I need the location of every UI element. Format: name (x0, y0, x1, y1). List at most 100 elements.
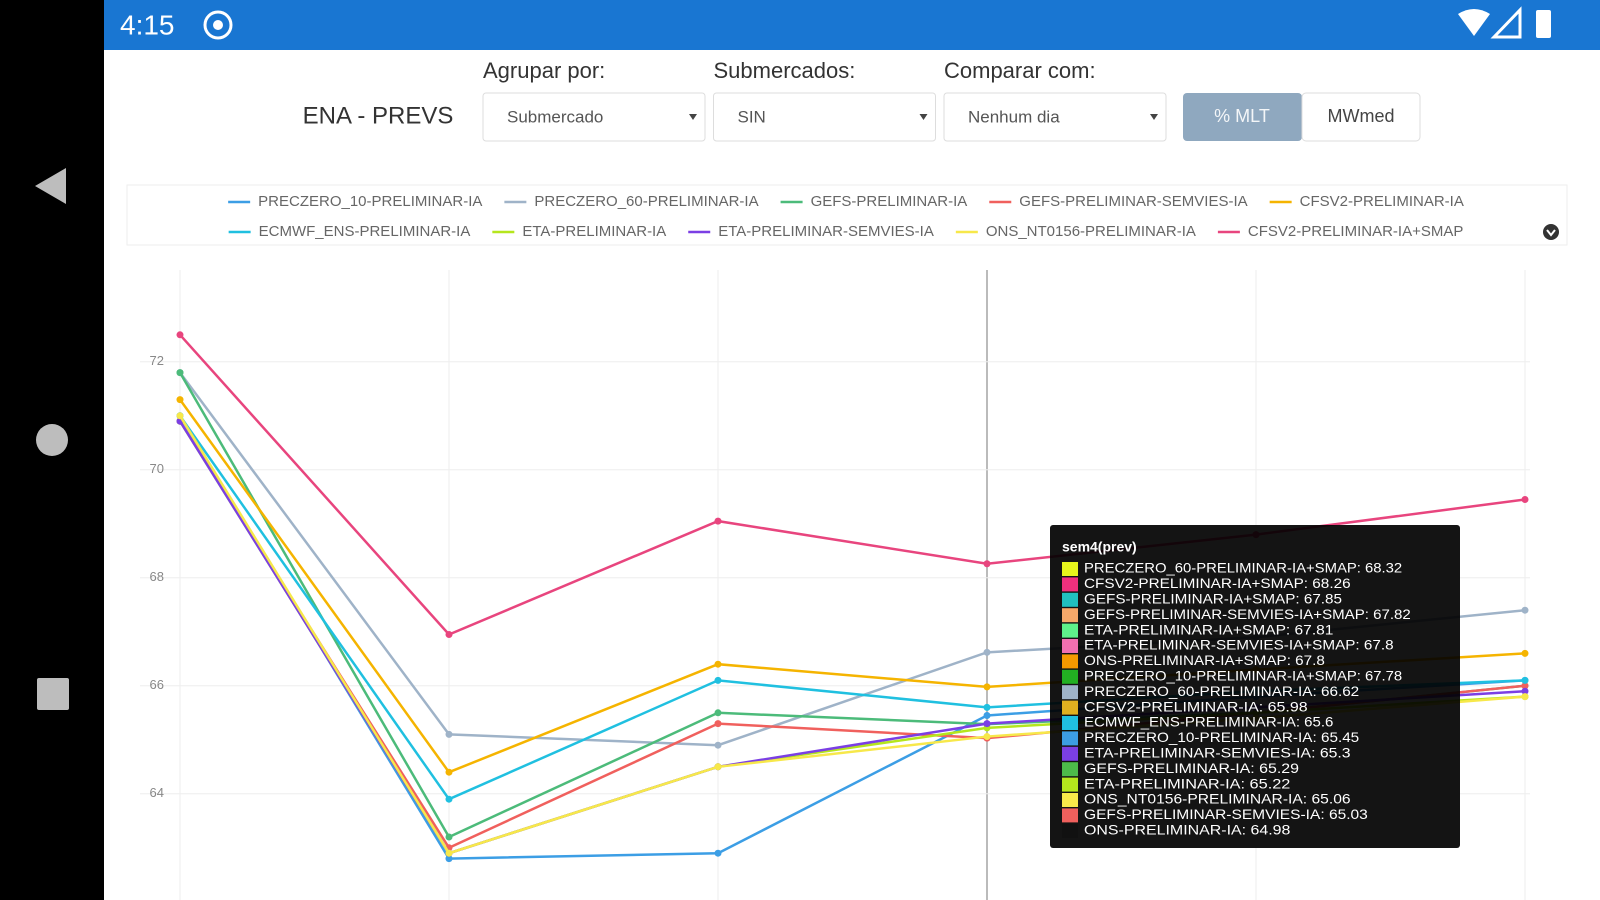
data-point (983, 733, 991, 741)
tooltip-swatch (1062, 623, 1078, 638)
data-point (1521, 682, 1529, 690)
tooltip-swatch (1062, 654, 1078, 669)
data-point (445, 730, 453, 738)
tooltip-swatch (1062, 562, 1078, 576)
data-point (983, 560, 991, 568)
tooltip-swatch (1062, 577, 1078, 592)
legend: PRECZERO_10-PRELIMINAR-IA PRECZERO_60-PRE… (228, 193, 1464, 240)
legend-item[interactable]: ETA-PRELIMINAR-SEMVIES-IA (688, 223, 934, 240)
tooltip-entry: ETA-PRELIMINAR-IA+SMAP: 67.81 (1084, 621, 1334, 637)
data-point (1521, 496, 1529, 503)
tooltip-swatch (1062, 608, 1078, 623)
battery-icon (1536, 10, 1551, 38)
legend-label: PRECZERO_10-PRELIMINAR-IA (258, 193, 482, 210)
y-tick-label: 64 (150, 785, 164, 800)
toggle-inactive[interactable] (1301, 92, 1421, 142)
tooltip-entry: GEFS-PRELIMINAR-IA+SMAP: 67.85 (1084, 591, 1342, 607)
tooltip-entry: GEFS-PRELIMINAR-SEMVIES-IA+SMAP: 67.82 (1084, 606, 1411, 622)
control-label: Agrupar por: (483, 58, 605, 83)
back-button[interactable] (35, 168, 66, 204)
data-point (983, 683, 991, 691)
tooltip-swatch (1062, 823, 1078, 838)
data-point (714, 709, 722, 717)
legend-item[interactable]: CFSV2-PRELIMINAR-IA (1269, 193, 1464, 210)
data-point (445, 795, 453, 803)
data-point (445, 631, 453, 638)
data-point (176, 412, 184, 420)
tooltip-entry: PRECZERO_10-PRELIMINAR-IA+SMAP: 67.78 (1084, 668, 1402, 684)
signal-icon (1490, 6, 1522, 39)
legend-scroll-arrow (1546, 229, 1556, 237)
wifi-icon (1458, 9, 1490, 36)
legend-label: PRECZERO_60-PRELIMINAR-IA (534, 193, 758, 210)
tooltip-swatch (1062, 777, 1078, 792)
tooltip-swatch (1062, 700, 1078, 715)
data-point (1521, 687, 1529, 695)
legend-item[interactable]: GEFS-PRELIMINAR-IA (780, 193, 968, 210)
legend-item[interactable]: CFSV2-PRELIMINAR-IA+SMAP (1217, 223, 1463, 240)
data-point (1521, 606, 1529, 614)
toggle-label: % MLT (1214, 106, 1270, 126)
legend-item[interactable]: PRECZERO_60-PRELIMINAR-IA (504, 193, 759, 210)
tooltip-swatch (1062, 592, 1078, 607)
tooltip-entry: ETA-PRELIMINAR-SEMVIES-IA+SMAP: 67.8 (1084, 637, 1394, 653)
y-tick-label: 72 (150, 353, 164, 368)
legend-label: ETA-PRELIMINAR-IA (522, 223, 666, 240)
y-tick-label: 66 (150, 677, 164, 692)
legend-item[interactable]: ETA-PRELIMINAR-IA (492, 223, 666, 240)
y-tick-label: 68 (150, 569, 164, 584)
tooltip-swatch (1062, 716, 1078, 730)
data-point (714, 849, 722, 857)
legend-item[interactable]: ECMWF_ENS-PRELIMINAR-IA (228, 223, 471, 240)
data-point (445, 855, 453, 863)
data-point (176, 396, 184, 404)
tooltip-entry: CFSV2-PRELIMINAR-IA+SMAP: 68.26 (1084, 575, 1351, 591)
data-point (445, 849, 453, 857)
select-box[interactable] (943, 92, 1167, 142)
data-point (983, 703, 991, 711)
tooltip-entry: GEFS-PRELIMINAR-IA: 65.29 (1084, 760, 1299, 776)
status-icon-dot (213, 20, 223, 30)
legend-item[interactable]: ONS_NT0156-PRELIMINAR-IA (955, 223, 1196, 240)
data-point (714, 517, 722, 525)
tooltip-entry: ONS-PRELIMINAR-IA: 64.98 (1084, 822, 1291, 838)
toggle-group: % MLT MWmed (1183, 92, 1421, 142)
legend-item[interactable]: PRECZERO_10-PRELIMINAR-IA (228, 193, 482, 210)
tooltip-swatch (1062, 731, 1078, 746)
tooltip-swatch (1062, 793, 1078, 807)
control-label: Comparar com: (944, 58, 1096, 83)
select-arrow (919, 114, 928, 120)
legend-scroll[interactable] (1543, 224, 1559, 240)
select-box[interactable] (713, 92, 936, 142)
toggle-active[interactable] (1183, 93, 1302, 141)
legend-item[interactable]: GEFS-PRELIMINAR-SEMVIES-IA (989, 193, 1248, 210)
tooltip-swatch (1062, 669, 1078, 684)
tooltip-title: sem4(prev) (1062, 539, 1137, 555)
legend-label: GEFS-PRELIMINAR-SEMVIES-IA (1019, 193, 1247, 210)
data-point (714, 720, 722, 728)
legend-box (126, 184, 1568, 246)
tooltip: sem4(prev) PRECZERO_60-PRELIMINAR-IA+SMAP… (1050, 525, 1460, 848)
legend-label: CFSV2-PRELIMINAR-IA (1300, 193, 1464, 210)
recents-button[interactable] (37, 678, 69, 710)
select-box[interactable] (482, 92, 706, 142)
tooltip-entry: ECMWF_ENS-PRELIMINAR-IA: 65.6 (1084, 714, 1334, 730)
home-button[interactable] (36, 424, 68, 456)
legend-label: ONS_NT0156-PRELIMINAR-IA (986, 223, 1196, 240)
data-point (176, 331, 184, 339)
tooltip-swatch (1062, 685, 1078, 700)
legend-label: ECMWF_ENS-PRELIMINAR-IA (259, 223, 471, 240)
tooltip-swatch (1062, 746, 1078, 761)
tooltip-box (1050, 525, 1460, 848)
control-label: Submercados: (714, 58, 856, 83)
tooltip-entry: PRECZERO_10-PRELIMINAR-IA: 65.45 (1084, 729, 1359, 745)
select-arrow (689, 114, 697, 120)
data-point (714, 763, 722, 771)
data-point (983, 720, 991, 728)
tooltip-entry: PRECZERO_60-PRELIMINAR-IA+SMAP: 68.32 (1084, 560, 1402, 576)
tooltip-entry: CFSV2-PRELIMINAR-IA: 65.98 (1084, 698, 1308, 714)
data-point (445, 833, 453, 841)
data-point (714, 676, 722, 684)
